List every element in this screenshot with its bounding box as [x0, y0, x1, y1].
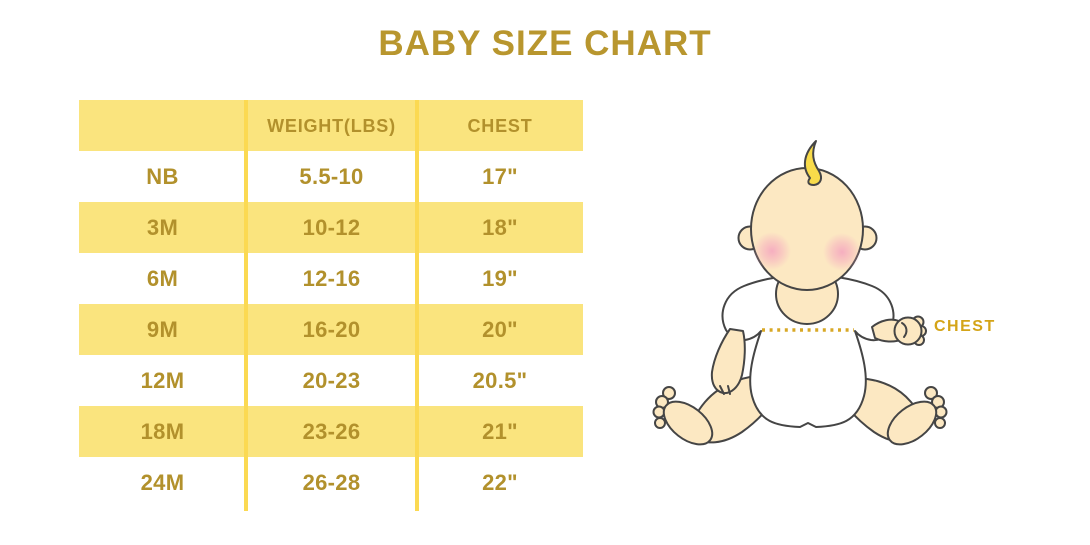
weight-cell: 26-28 [302, 469, 361, 495]
column-divider-line [415, 100, 419, 511]
baby-left-cheek-blush [753, 232, 791, 270]
size-cell: 18M [140, 418, 185, 444]
baby-right-fist [893, 315, 927, 346]
table-row: 6M 12-16 19" [79, 253, 583, 304]
weight-cell: 20-23 [302, 367, 361, 393]
weight-cell: 5.5-10 [299, 163, 364, 189]
chest-cell: 19" [482, 265, 518, 291]
table-row: NB 5.5-10 17" [79, 151, 583, 202]
chest-cell: 21" [482, 418, 518, 444]
table-row: 18M 23-26 21" [79, 406, 583, 457]
baby-left-foot [652, 386, 714, 446]
weight-cell: 16-20 [302, 316, 361, 342]
weight-cell: 23-26 [302, 418, 361, 444]
size-cell: 9M [146, 316, 179, 342]
size-cell: 6M [146, 265, 179, 291]
size-cell: 24M [140, 469, 185, 495]
size-table: WEIGHT(LBS) CHEST NB 5.5-10 17" 3M 10-12… [79, 100, 583, 511]
baby-hair-curl [803, 140, 823, 186]
chest-cell: 17" [482, 163, 518, 189]
baby-head [750, 167, 864, 291]
weight-cell: 12-16 [302, 265, 361, 291]
size-cell: 3M [146, 214, 179, 240]
size-cell: NB [146, 163, 179, 189]
chest-measurement-label: CHEST [934, 318, 996, 335]
sitting-baby-figure [652, 140, 948, 446]
column-header-chest: CHEST [467, 115, 533, 136]
chest-cell: 20.5" [472, 367, 528, 393]
baby-illustration: CHEST [650, 130, 1070, 500]
size-cell: 12M [140, 367, 185, 393]
chest-cell: 20" [482, 316, 518, 342]
column-header-weight: WEIGHT(LBS) [267, 115, 396, 136]
table-row: 3M 10-12 18" [79, 202, 583, 253]
baby-right-foot [886, 386, 948, 446]
table-row: 12M 20-23 20.5" [79, 355, 583, 406]
weight-cell: 10-12 [302, 214, 361, 240]
chest-cell: 18" [482, 214, 518, 240]
chest-cell: 22" [482, 469, 518, 495]
table-header-row: WEIGHT(LBS) CHEST [79, 100, 583, 151]
column-divider-line [244, 100, 248, 511]
baby-right-cheek-blush [823, 233, 861, 271]
table-row: 9M 16-20 20" [79, 304, 583, 355]
baby-left-hand-fingers [719, 385, 731, 395]
table-row: 24M 26-28 22" [79, 457, 583, 508]
page-title: BABY SIZE CHART [378, 24, 712, 63]
